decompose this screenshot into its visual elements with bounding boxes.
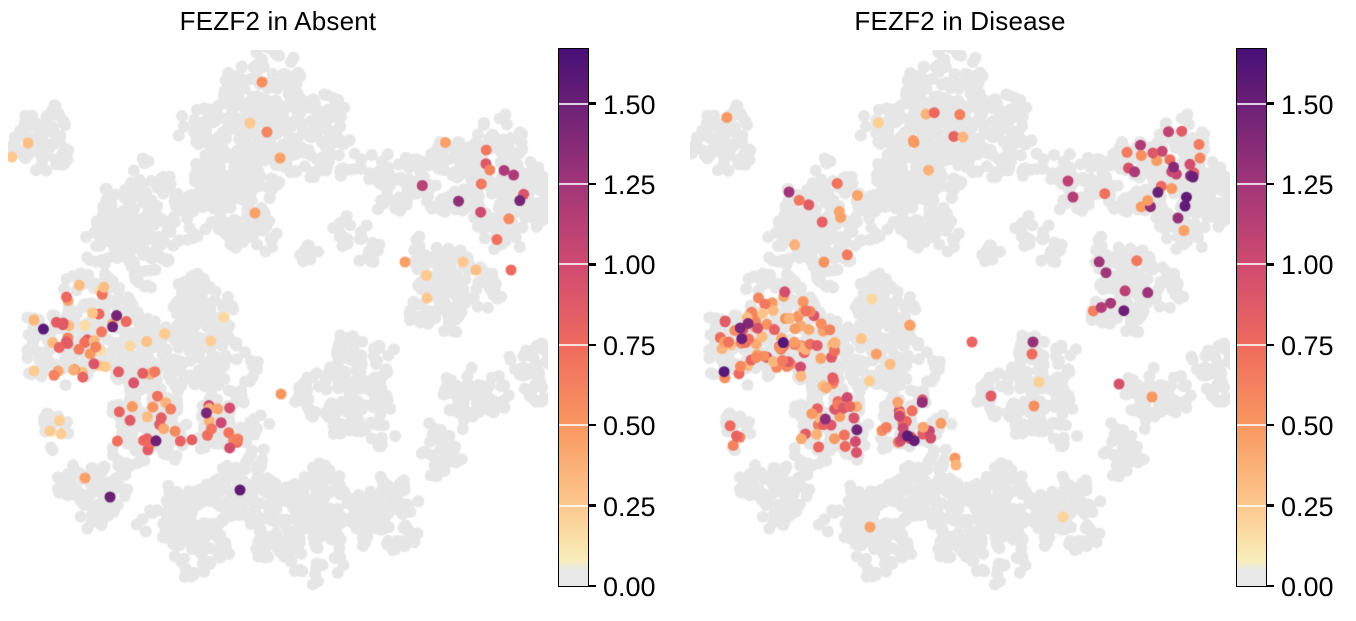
colorbar-tick-label: 0.75 xyxy=(603,330,656,361)
colorbar-tick-line xyxy=(1237,183,1266,186)
colorbar-tick-label: 0.00 xyxy=(603,572,656,602)
colorbar-tick-label: 1.50 xyxy=(1281,89,1334,120)
colorbar-tick-line xyxy=(559,102,588,105)
colorbar-tick-line xyxy=(1237,263,1266,266)
colorbar-tick-label: 1.50 xyxy=(603,89,656,120)
colorbar-tick-label: 0.25 xyxy=(1281,491,1334,522)
colorbar-tick-mark xyxy=(588,102,596,105)
colorbar-tick-mark xyxy=(1266,102,1274,105)
colorbar-tick-label: 1.25 xyxy=(603,170,656,201)
colorbar-tick-mark xyxy=(588,343,596,347)
colorbar-absent: 0.00 0.25 0.50 0.75 1.00 1.25 1.50 xyxy=(558,48,656,601)
colorbar-tick-mark xyxy=(1266,504,1274,507)
colorbar-tick-label: 0.50 xyxy=(1281,411,1334,442)
colorbar-tick-line xyxy=(559,263,588,266)
colorbar-tick-label: 0.50 xyxy=(603,411,656,442)
colorbar-tick-label: 0.75 xyxy=(1281,330,1334,361)
colorbar-tick-label: 1.25 xyxy=(1281,170,1334,201)
panel-title-disease: FEZF2 in Disease xyxy=(854,6,1066,36)
colorbar-tick-line xyxy=(559,183,588,186)
colorbar-tick-mark xyxy=(588,584,596,588)
panel-title-absent: FEZF2 in Absent xyxy=(179,6,377,36)
colorbar-tick-mark xyxy=(588,424,596,427)
colorbar-disease: 0.00 0.25 0.50 0.75 1.00 1.25 1.50 xyxy=(1236,48,1334,601)
colorbar-tick-mark xyxy=(588,182,596,186)
colorbar-tick-mark xyxy=(1266,584,1274,588)
colorbar-tick-mark xyxy=(1266,343,1274,347)
colorbar-tick-line xyxy=(1237,343,1266,346)
colorbar-tick-line xyxy=(559,504,588,507)
umap-scatter-absent xyxy=(8,50,548,600)
colorbar-tick-label: 1.00 xyxy=(603,250,656,281)
colorbar-tick-mark xyxy=(1266,424,1274,427)
colorbar-tick-label: 0.25 xyxy=(603,491,656,522)
colorbar-tick-mark xyxy=(588,504,596,507)
colorbar-tick-mark xyxy=(1266,182,1274,186)
colorbar-tick-line xyxy=(559,424,588,427)
colorbar-tick-line xyxy=(1237,424,1266,427)
umap-scatter-disease xyxy=(690,50,1230,600)
colorbar-tick-line xyxy=(559,343,588,346)
colorbar-tick-label: 1.00 xyxy=(1281,250,1334,281)
colorbar-tick-label: 0.00 xyxy=(1281,572,1334,602)
colorbar-tick-line xyxy=(1237,102,1266,105)
colorbar-tick-mark xyxy=(1266,263,1274,266)
colorbar-tick-line xyxy=(1237,504,1266,507)
colorbar-tick-mark xyxy=(588,263,596,266)
